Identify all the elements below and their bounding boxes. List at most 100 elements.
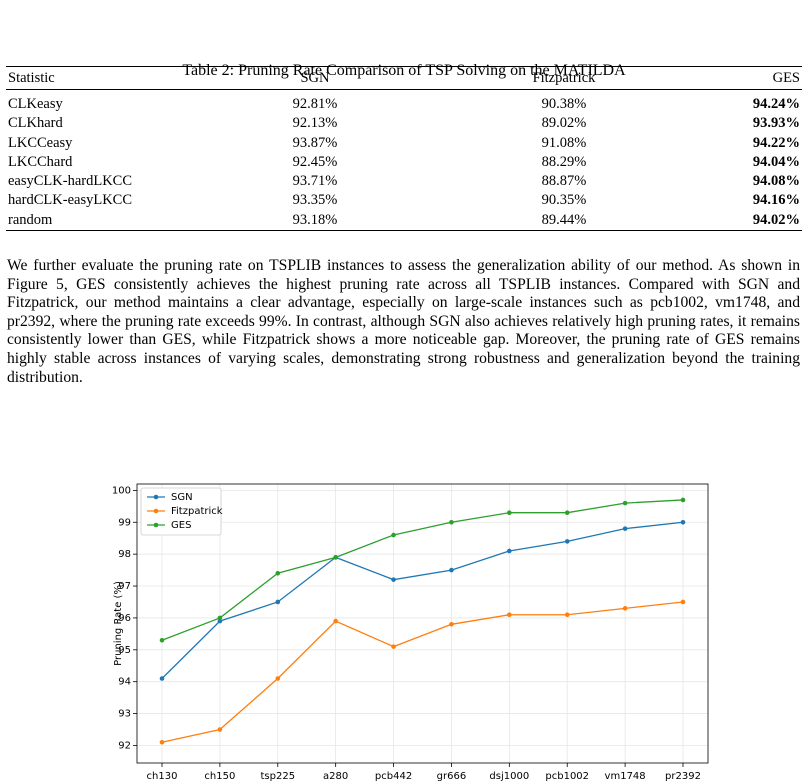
y-tick-label: 96 <box>118 613 131 624</box>
y-tick-label: 94 <box>118 677 131 688</box>
column-header: SGN <box>210 66 420 90</box>
x-tick-label: pr2392 <box>665 771 701 782</box>
table-cell: 88.87% <box>541 173 587 190</box>
data-point <box>159 676 165 681</box>
table-row: CLKeasy 92.81% 90.38% 94.24% <box>6 90 802 115</box>
paragraph: We further evaluate the pruning rate on … <box>7 257 800 386</box>
table-cell: 93.87% <box>292 134 338 151</box>
data-point <box>449 621 454 627</box>
data-point <box>217 615 223 621</box>
legend-label: SGN <box>171 492 193 503</box>
x-tick-label: vm1748 <box>605 771 646 782</box>
table: Statistic SGN Fitzpatrick GES CLKeasy 92.81% 9… <box>6 66 802 232</box>
data-point <box>391 577 396 582</box>
data-point <box>333 618 338 624</box>
table-row: LKCCeasy 93.87% 91.08% 94.22% <box>6 134 802 153</box>
data-point <box>564 539 570 544</box>
table-row: hardCLK-easyLKCC 93.35% 90.35% 94.16% <box>6 191 802 210</box>
y-axis-label: Pruning Rate (%) <box>113 581 124 666</box>
x-tick-label: tsp225 <box>260 771 295 782</box>
y-tick-label: 100 <box>112 485 131 496</box>
table-cell: 94.22% <box>752 134 800 151</box>
legend-box <box>140 487 222 536</box>
table-cell: 90.38% <box>541 96 587 112</box>
table-cell: LKCCeasy <box>8 134 73 151</box>
x-tick-label: dsj1000 <box>489 771 529 782</box>
data-point <box>449 519 454 525</box>
table-cell: 90.35% <box>541 192 587 209</box>
table-cell: 94.16% <box>752 192 800 209</box>
data-point <box>680 599 686 605</box>
table-cell: 91.08% <box>541 134 587 151</box>
data-point <box>564 510 570 515</box>
table-cell: 93.71% <box>292 173 338 190</box>
legend-marker <box>153 508 159 514</box>
data-point <box>622 500 628 506</box>
table-cell: random <box>8 211 53 228</box>
x-tick-label: a280 <box>323 771 348 782</box>
table-cell: CLKeasy <box>8 96 63 112</box>
y-tick-label: 95 <box>118 645 131 656</box>
table-cell: 94.08% <box>752 173 800 190</box>
legend-label: GES <box>171 520 191 531</box>
series-line <box>161 601 684 743</box>
table-cell: 93.93% <box>752 115 800 132</box>
table-row: CLKhard 92.13% 89.02% 93.93% <box>6 114 802 133</box>
table-cell: 93.35% <box>292 192 338 209</box>
data-point <box>680 519 686 525</box>
y-tick-label: 98 <box>118 549 131 560</box>
table-cell: 94.24% <box>752 96 800 112</box>
data-point <box>333 555 338 560</box>
table-cell: 93.18% <box>292 211 338 228</box>
data-point <box>680 497 686 503</box>
data-point <box>275 676 281 681</box>
x-tick-label: ch150 <box>204 771 235 782</box>
data-point <box>391 532 396 538</box>
data-point <box>507 510 512 515</box>
table-cell: 94.04% <box>752 153 800 170</box>
table-cell: hardCLK-easyLKCC <box>8 192 133 209</box>
data-point <box>622 526 628 531</box>
data-point <box>159 637 165 643</box>
table-cell: LKCChard <box>8 153 73 170</box>
data-point <box>507 612 512 618</box>
data-point <box>449 567 454 573</box>
column-header: Statistic <box>6 66 210 90</box>
x-tick-label: pcb442 <box>375 771 412 782</box>
y-tick-label: 99 <box>118 517 131 528</box>
column-header: GES <box>708 66 802 90</box>
data-point <box>507 548 512 554</box>
data-point <box>275 570 281 576</box>
legend-marker <box>153 494 159 500</box>
legend-label: Fitzpatrick <box>171 506 223 517</box>
data-point <box>217 618 223 624</box>
y-tick-label: 97 <box>118 581 131 592</box>
table-cell: 92.13% <box>292 115 338 132</box>
data-point <box>391 644 396 649</box>
table-cell: 92.81% <box>292 96 338 112</box>
chart: 92 93 94 95 96 97 98 99 100 ch130 ch150 tsp225 a280 p… <box>112 483 709 782</box>
table-cell: 88.29% <box>541 153 587 170</box>
table-cell: CLKhard <box>8 115 63 132</box>
x-tick-label: ch130 <box>147 771 178 782</box>
table-cell: easyCLK-hardLKCC <box>8 173 133 190</box>
table-cell: 92.45% <box>292 153 338 170</box>
plot-frame <box>136 483 709 764</box>
table-row: easyCLK-hardLKCC 93.71% 88.87% 94.08% <box>6 172 802 191</box>
data-point <box>217 727 223 732</box>
y-tick-label: 92 <box>118 740 131 751</box>
x-tick-label: gr666 <box>437 771 467 782</box>
data-point <box>564 612 570 618</box>
table-row: LKCChard 92.45% 88.29% 94.04% <box>6 153 802 172</box>
data-point <box>159 739 165 745</box>
x-tick-label: pcb1002 <box>545 771 589 782</box>
column-header: Fitzpatrick <box>419 66 708 90</box>
data-point <box>275 599 281 605</box>
table-cell: 89.44% <box>541 211 587 228</box>
series-line <box>161 499 684 641</box>
table-cell: 94.02% <box>752 211 800 228</box>
legend-marker <box>153 522 159 528</box>
y-tick-label: 93 <box>118 709 131 720</box>
table-row: random 93.18% 89.44% 94.02% <box>6 211 802 231</box>
